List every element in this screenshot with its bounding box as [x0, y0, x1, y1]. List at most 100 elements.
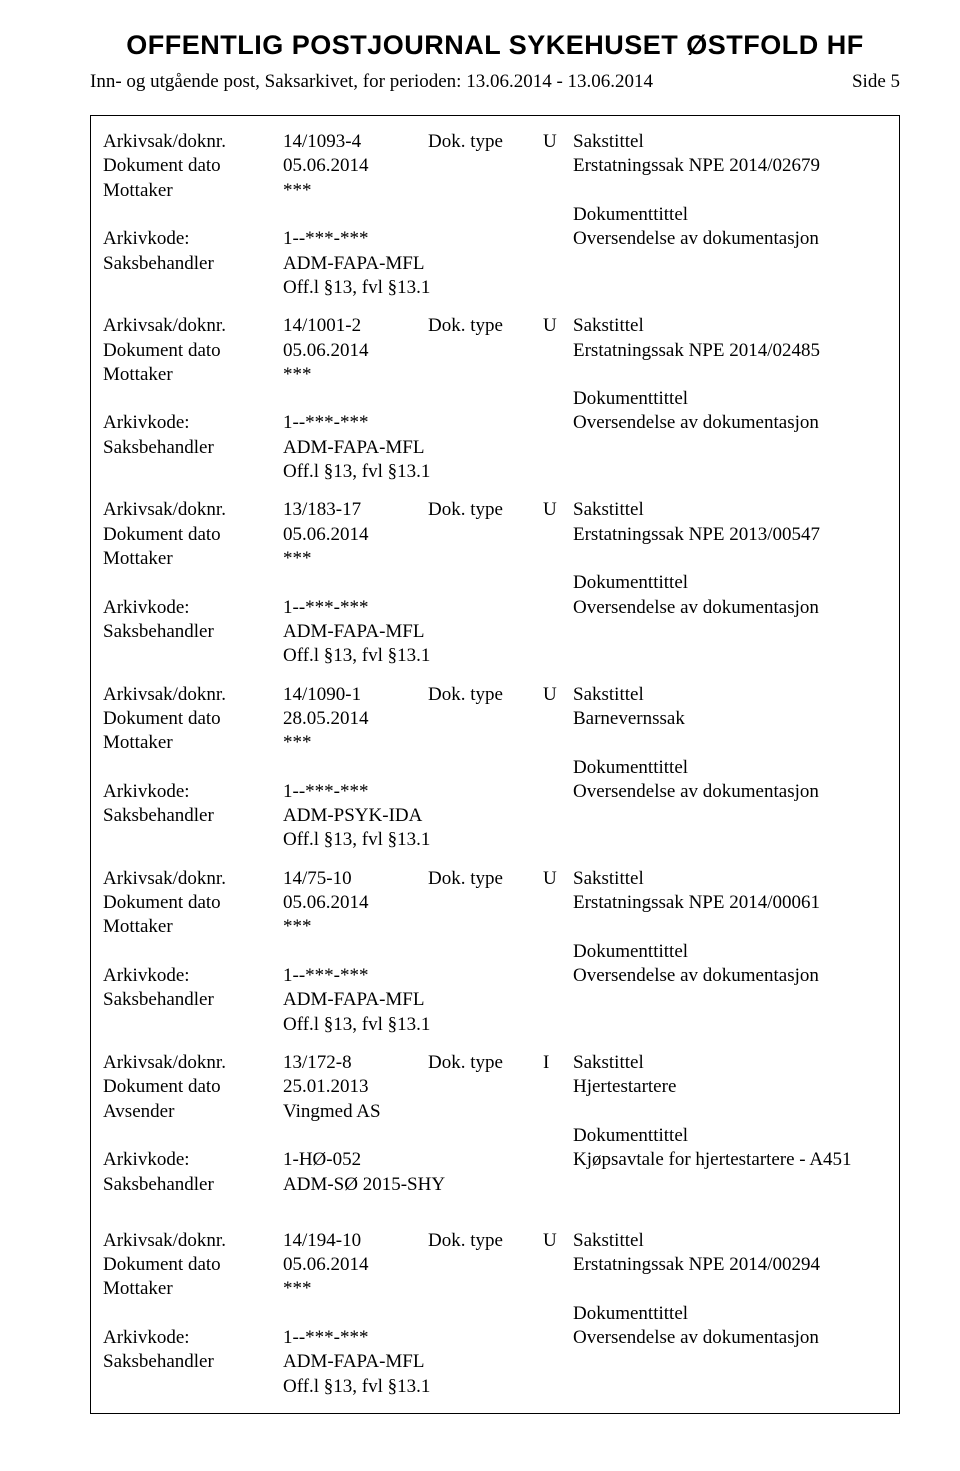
value-arkivsak: 13/183-17 [283, 498, 428, 522]
row-extra: Off.l §13, fvl §13.1 [103, 460, 887, 484]
row-extra: Off.l §13, fvl §13.1 [103, 644, 887, 668]
row-saksbehandler: SaksbehandlerADM-FAPA-MFL [103, 620, 887, 644]
value-doktype: U [543, 130, 573, 154]
label-sakstittel: Sakstittel [573, 683, 887, 707]
row-party: Mottaker*** [103, 1277, 887, 1301]
value-doktype: U [543, 683, 573, 707]
label-arkivkode: Arkivkode: [103, 780, 283, 804]
record: Arkivsak/doknr.13/172-8Dok. typeISakstit… [103, 1051, 887, 1197]
value-dokumenttittel: Oversendelse av dokumentasjon [573, 1326, 887, 1350]
value-arkivsak: 14/1090-1 [283, 683, 428, 707]
label-arkivsak: Arkivsak/doknr. [103, 1051, 283, 1075]
row-doktittel-label: Dokumenttittel [103, 1302, 887, 1326]
label-doktype: Dok. type [428, 867, 543, 891]
value-arkivkode: 1--***-*** [283, 596, 428, 620]
label-party: Mottaker [103, 1277, 283, 1301]
value-saksbehandler: ADM-FAPA-MFL [283, 1350, 573, 1374]
row-dokdato: Dokument dato05.06.2014Erstatningssak NP… [103, 154, 887, 178]
period-text: Inn- og utgående post, Saksarkivet, for … [90, 71, 653, 93]
row-dokdato: Dokument dato05.06.2014Erstatningssak NP… [103, 339, 887, 363]
value-doktype: U [543, 498, 573, 522]
value-doktype: U [543, 1229, 573, 1253]
row-dokdato: Dokument dato05.06.2014Erstatningssak NP… [103, 523, 887, 547]
value-dokumenttittel: Oversendelse av dokumentasjon [573, 596, 887, 620]
label-arkivsak: Arkivsak/doknr. [103, 867, 283, 891]
value-arkivsak: 14/75-10 [283, 867, 428, 891]
label-sakstittel: Sakstittel [573, 1051, 887, 1075]
label-dokdato: Dokument dato [103, 891, 283, 915]
value-sakstittel: Barnevernssak [573, 707, 887, 731]
row-arkivkode: Arkivkode:1--***-***Oversendelse av doku… [103, 964, 887, 988]
record: Arkivsak/doknr.14/1090-1Dok. typeUSaksti… [103, 683, 887, 853]
row-arkivsak: Arkivsak/doknr.14/1093-4Dok. typeUSaksti… [103, 130, 887, 154]
row-doktittel-label: Dokumenttittel [103, 756, 887, 780]
row-party: Mottaker*** [103, 547, 887, 571]
row-extra: Off.l §13, fvl §13.1 [103, 828, 887, 852]
value-sakstittel: Hjertestartere [573, 1075, 887, 1099]
value-extra: Off.l §13, fvl §13.1 [283, 460, 573, 484]
label-sakstittel: Sakstittel [573, 498, 887, 522]
record: Arkivsak/doknr.14/1093-4Dok. typeUSaksti… [103, 130, 887, 300]
label-saksbehandler: Saksbehandler [103, 1350, 283, 1374]
row-party: Mottaker*** [103, 731, 887, 755]
value-party: *** [283, 179, 428, 203]
label-sakstittel: Sakstittel [573, 314, 887, 338]
value-arkivsak: 14/1093-4 [283, 130, 428, 154]
value-dokdato: 05.06.2014 [283, 1253, 428, 1277]
label-dokdato: Dokument dato [103, 1075, 283, 1099]
row-arkivsak: Arkivsak/doknr.13/172-8Dok. typeISakstit… [103, 1051, 887, 1075]
label-sakstittel: Sakstittel [573, 1229, 887, 1253]
row-dokdato: Dokument dato05.06.2014Erstatningssak NP… [103, 891, 887, 915]
row-doktittel-label: Dokumenttittel [103, 571, 887, 595]
label-arkivsak: Arkivsak/doknr. [103, 1229, 283, 1253]
value-party: *** [283, 915, 428, 939]
label-arkivkode: Arkivkode: [103, 411, 283, 435]
value-arkivkode: 1--***-*** [283, 227, 428, 251]
value-dokumenttittel: Oversendelse av dokumentasjon [573, 227, 887, 251]
row-arkivkode: Arkivkode:1-HØ-052Kjøpsavtale for hjerte… [103, 1148, 887, 1172]
row-dokdato: Dokument dato25.01.2013Hjertestartere [103, 1075, 887, 1099]
value-extra: Off.l §13, fvl §13.1 [283, 1013, 573, 1037]
value-sakstittel: Erstatningssak NPE 2013/00547 [573, 523, 887, 547]
label-party: Mottaker [103, 731, 283, 755]
row-dokdato: Dokument dato28.05.2014Barnevernssak [103, 707, 887, 731]
page-number: Side 5 [852, 71, 900, 93]
value-saksbehandler: ADM-SØ 2015-SHY [283, 1173, 573, 1197]
value-arkivkode: 1-HØ-052 [283, 1148, 428, 1172]
label-saksbehandler: Saksbehandler [103, 252, 283, 276]
row-party: Mottaker*** [103, 915, 887, 939]
row-arkivsak: Arkivsak/doknr.14/194-10Dok. typeUSaksti… [103, 1229, 887, 1253]
row-extra: Off.l §13, fvl §13.1 [103, 276, 887, 300]
value-arkivsak: 13/172-8 [283, 1051, 428, 1075]
value-dokumenttittel: Kjøpsavtale for hjertestartere - A451 [573, 1148, 887, 1172]
row-arkivsak: Arkivsak/doknr.14/75-10Dok. typeUSakstit… [103, 867, 887, 891]
label-sakstittel: Sakstittel [573, 130, 887, 154]
row-arkivkode: Arkivkode:1--***-***Oversendelse av doku… [103, 780, 887, 804]
label-arkivkode: Arkivkode: [103, 964, 283, 988]
label-doktype: Dok. type [428, 314, 543, 338]
value-dokumenttittel: Oversendelse av dokumentasjon [573, 964, 887, 988]
value-dokdato: 05.06.2014 [283, 523, 428, 547]
label-doktype: Dok. type [428, 1051, 543, 1075]
value-arkivsak: 14/1001-2 [283, 314, 428, 338]
records-box: Arkivsak/doknr.14/1093-4Dok. typeUSaksti… [90, 115, 900, 1414]
label-doktype: Dok. type [428, 683, 543, 707]
label-saksbehandler: Saksbehandler [103, 620, 283, 644]
value-sakstittel: Erstatningssak NPE 2014/00294 [573, 1253, 887, 1277]
value-doktype: U [543, 314, 573, 338]
label-sakstittel: Sakstittel [573, 867, 887, 891]
page: OFFENTLIG POSTJOURNAL SYKEHUSET ØSTFOLD … [0, 0, 960, 1454]
row-party: AvsenderVingmed AS [103, 1100, 887, 1124]
record: Arkivsak/doknr.14/75-10Dok. typeUSakstit… [103, 867, 887, 1037]
row-arkivkode: Arkivkode:1--***-***Oversendelse av doku… [103, 596, 887, 620]
row-arkivsak: Arkivsak/doknr.14/1001-2Dok. typeUSaksti… [103, 314, 887, 338]
value-sakstittel: Erstatningssak NPE 2014/00061 [573, 891, 887, 915]
value-party: *** [283, 731, 428, 755]
label-party: Mottaker [103, 179, 283, 203]
row-arkivsak: Arkivsak/doknr.14/1090-1Dok. typeUSaksti… [103, 683, 887, 707]
row-arkivsak: Arkivsak/doknr.13/183-17Dok. typeUSaksti… [103, 498, 887, 522]
row-arkivkode: Arkivkode:1--***-***Oversendelse av doku… [103, 411, 887, 435]
value-extra: Off.l §13, fvl §13.1 [283, 644, 573, 668]
row-saksbehandler: SaksbehandlerADM-FAPA-MFL [103, 988, 887, 1012]
value-dokumenttittel: Oversendelse av dokumentasjon [573, 780, 887, 804]
